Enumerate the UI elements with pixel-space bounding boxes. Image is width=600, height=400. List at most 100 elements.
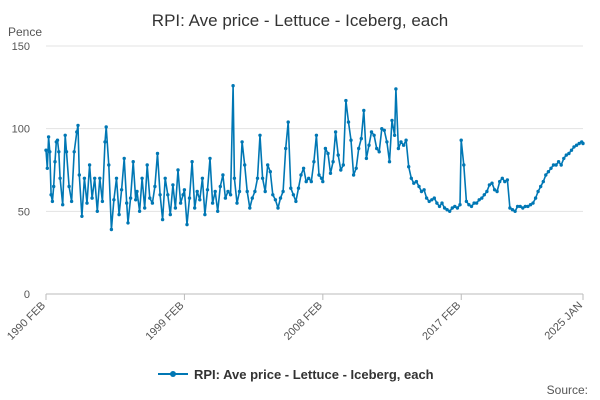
data-point[interactable] (357, 146, 361, 151)
legend[interactable]: RPI: Ave price - Lettuce - Iceberg, each (158, 367, 434, 382)
data-point[interactable] (134, 198, 138, 202)
data-point[interactable] (104, 125, 108, 129)
data-point[interactable] (581, 141, 585, 146)
data-point[interactable] (359, 136, 363, 141)
data-point[interactable] (544, 173, 548, 177)
data-point[interactable] (321, 179, 325, 184)
data-point[interactable] (319, 176, 324, 180)
data-point[interactable] (572, 145, 576, 149)
data-point[interactable] (276, 206, 280, 210)
data-point[interactable] (562, 156, 566, 161)
data-point[interactable] (93, 176, 97, 180)
data-point[interactable] (437, 204, 442, 209)
data-point[interactable] (351, 173, 356, 177)
data-point[interactable] (67, 184, 71, 189)
data-point[interactable] (396, 146, 401, 151)
data-point[interactable] (103, 140, 107, 144)
data-point[interactable] (173, 206, 178, 210)
data-point[interactable] (153, 184, 157, 189)
data-point[interactable] (331, 160, 335, 164)
data-point[interactable] (90, 196, 94, 200)
data-point[interactable] (126, 221, 130, 225)
data-point[interactable] (354, 166, 358, 170)
data-point[interactable] (477, 198, 481, 202)
data-point[interactable] (485, 189, 489, 194)
data-point[interactable] (95, 209, 100, 213)
data-point[interactable] (387, 160, 392, 164)
data-point[interactable] (187, 196, 192, 200)
data-point[interactable] (223, 196, 228, 200)
data-point[interactable] (309, 179, 313, 184)
data-point[interactable] (58, 176, 62, 180)
data-point[interactable] (455, 206, 460, 210)
data-point[interactable] (399, 140, 403, 144)
data-point[interactable] (500, 176, 504, 180)
data-point[interactable] (390, 118, 394, 123)
data-point[interactable] (231, 84, 235, 88)
data-point[interactable] (417, 184, 421, 189)
data-point[interactable] (453, 204, 457, 209)
data-point[interactable] (549, 166, 553, 170)
data-point[interactable] (526, 204, 530, 209)
data-point[interactable] (85, 201, 89, 205)
data-point[interactable] (203, 212, 207, 217)
data-point[interactable] (462, 163, 466, 167)
data-point[interactable] (551, 163, 556, 167)
data-point[interactable] (323, 146, 328, 151)
data-point[interactable] (114, 176, 119, 180)
data-point[interactable] (412, 181, 416, 185)
data-point[interactable] (367, 143, 371, 147)
data-point[interactable] (459, 138, 463, 142)
data-point[interactable] (235, 201, 239, 205)
data-point[interactable] (375, 146, 379, 151)
data-point[interactable] (523, 204, 527, 209)
data-point[interactable] (409, 176, 413, 180)
data-point[interactable] (258, 133, 262, 137)
data-point[interactable] (166, 193, 170, 197)
data-point[interactable] (569, 148, 574, 152)
data-point[interactable] (503, 179, 507, 184)
data-point[interactable] (107, 163, 111, 167)
data-point[interactable] (567, 151, 571, 156)
data-point[interactable] (158, 193, 162, 197)
data-point[interactable] (69, 199, 74, 204)
data-point[interactable] (44, 148, 48, 152)
data-point[interactable] (100, 199, 105, 204)
data-point[interactable] (205, 188, 210, 192)
data-point[interactable] (119, 188, 124, 192)
data-point[interactable] (195, 189, 199, 194)
data-point[interactable] (440, 201, 444, 205)
data-point[interactable] (377, 150, 381, 154)
data-point[interactable] (574, 143, 579, 147)
data-point[interactable] (498, 179, 502, 184)
data-point[interactable] (77, 173, 82, 177)
data-point[interactable] (518, 204, 522, 209)
data-point[interactable] (364, 156, 369, 161)
data-point[interactable] (243, 163, 247, 167)
data-point[interactable] (372, 133, 376, 137)
data-point[interactable] (281, 189, 285, 194)
data-point[interactable] (419, 189, 424, 194)
data-point[interactable] (445, 208, 449, 212)
data-point[interactable] (135, 189, 139, 194)
data-point[interactable] (49, 193, 53, 197)
data-point[interactable] (392, 133, 397, 137)
data-point[interactable] (255, 176, 260, 180)
data-point[interactable] (64, 150, 69, 154)
data-point[interactable] (76, 123, 80, 128)
data-point[interactable] (82, 176, 87, 180)
data-point[interactable] (80, 214, 84, 218)
data-point[interactable] (208, 156, 212, 161)
data-point[interactable] (317, 173, 321, 177)
data-point[interactable] (495, 189, 499, 194)
data-point[interactable] (531, 201, 535, 205)
data-point[interactable] (289, 186, 293, 190)
data-point[interactable] (45, 166, 49, 170)
data-point[interactable] (160, 217, 165, 222)
data-point[interactable] (87, 163, 92, 167)
data-point[interactable] (213, 189, 217, 194)
data-point[interactable] (536, 189, 540, 194)
data-point[interactable] (131, 160, 135, 164)
data-point[interactable] (150, 201, 155, 205)
data-point[interactable] (155, 151, 160, 156)
